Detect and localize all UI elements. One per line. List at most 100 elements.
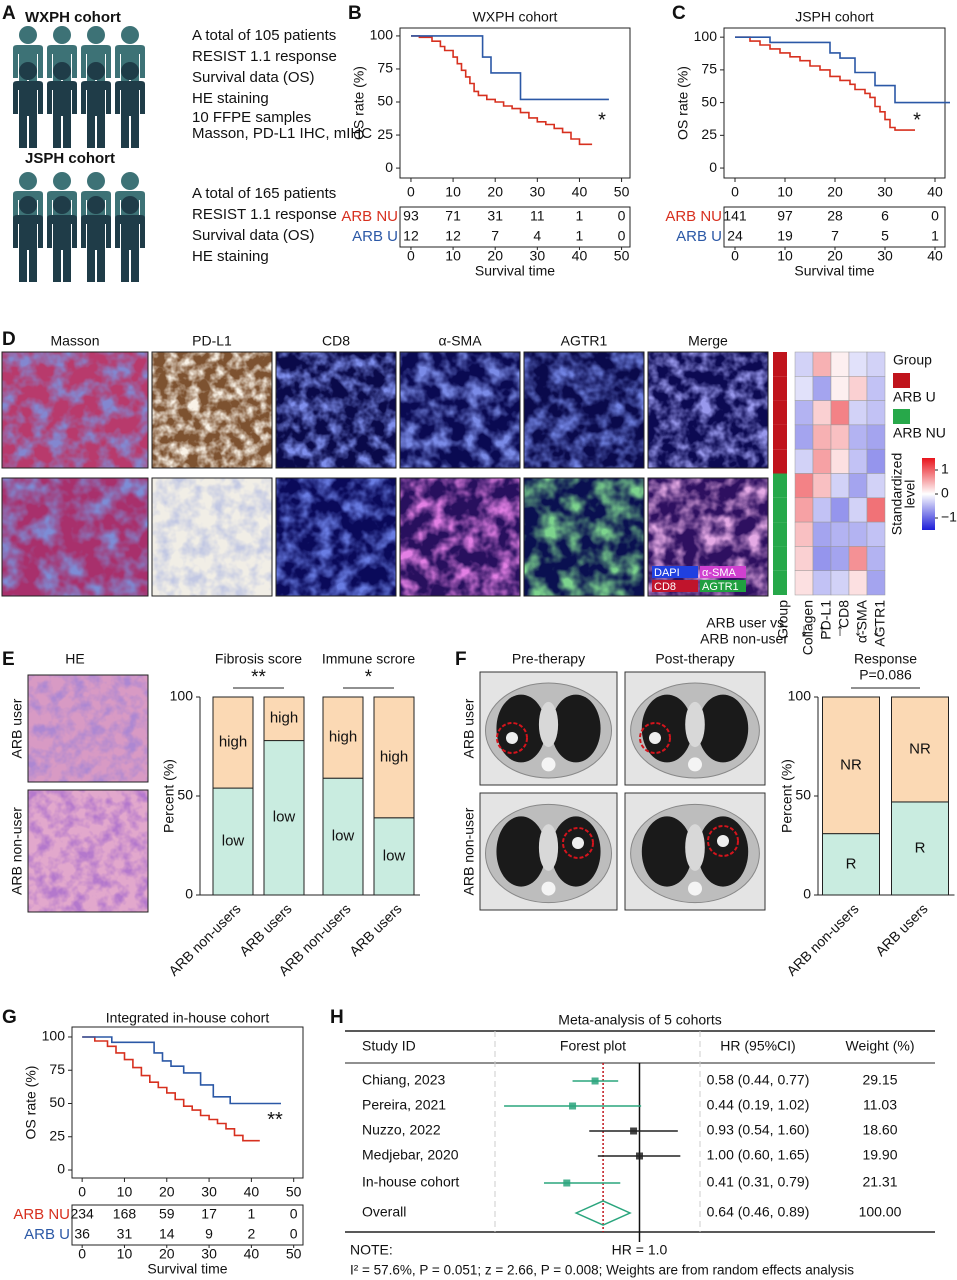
heat-cell (812, 400, 832, 426)
y-tick-label: 100 (788, 688, 812, 704)
image-frame (399, 351, 521, 469)
image-frame (523, 477, 645, 597)
ct-lung (697, 816, 749, 887)
heat-cell (866, 424, 886, 450)
change-arrow: ↓ (872, 620, 881, 639)
segment-label: high (380, 748, 408, 765)
segment-label: R (915, 839, 926, 856)
km-curve (735, 36, 950, 104)
risk-count: 0 (290, 1206, 298, 1222)
chart-title: JSPH cohort (795, 9, 874, 25)
merge-legend-label: AGTR1 (702, 581, 739, 593)
risk-row-label: ARB U (352, 228, 398, 245)
image-column-label: Post-therapy (655, 651, 734, 667)
bar-segment (373, 696, 415, 819)
panel-label: H (330, 1007, 344, 1028)
panel-label: B (348, 3, 362, 24)
weight-label: 19.90 (862, 1147, 897, 1163)
heat-cell (866, 448, 886, 474)
x-tick-label: 30 (201, 1184, 217, 1200)
heat-cell (830, 497, 850, 523)
lesion-marker (639, 722, 671, 754)
ct-lung (551, 816, 601, 887)
ct-lesion (649, 732, 661, 744)
y-axis-label: OS rate (%) (23, 1066, 39, 1140)
risk-row-label: ARB U (24, 1226, 70, 1243)
group-cell (773, 352, 787, 377)
study-label: Overall (362, 1204, 406, 1220)
person-head (53, 26, 71, 44)
x-tick-label: 0 (407, 184, 415, 200)
panel-label: A (2, 3, 16, 24)
x-tick-label: 20 (159, 1184, 175, 1200)
heat-cell (866, 473, 886, 499)
image-row-label: ARB non-user (9, 807, 25, 895)
y-tick-label: 50 (795, 787, 811, 803)
heatmap-column-label: AGTR1 (872, 600, 888, 647)
heat-cell (794, 473, 814, 499)
y-tick-label: 100 (170, 688, 194, 704)
km-curve (411, 35, 593, 146)
image-column-label: α-SMA (438, 333, 482, 349)
segment-label: low (273, 809, 296, 826)
heat-cell (830, 424, 850, 450)
y-tick-label: 100 (42, 1028, 66, 1044)
person-head (53, 196, 71, 214)
significance: * (365, 667, 373, 688)
y-tick-label: 0 (803, 886, 811, 902)
legend-title: Group (893, 352, 932, 368)
ct-mediastinum (538, 824, 559, 871)
bar-segment (212, 696, 254, 789)
person-head (121, 62, 139, 80)
note: NOTE: (350, 1242, 393, 1258)
risk-row-label: ARB NU (13, 1206, 70, 1223)
x-tick-label: 20 (487, 184, 503, 200)
x-tick-label: 40 (244, 1184, 260, 1200)
group-cell (773, 570, 787, 595)
heat-cell (866, 546, 886, 571)
risk-row-label: ARB U (676, 228, 722, 245)
weight-label: 18.60 (862, 1122, 897, 1138)
risk-count: 5 (881, 228, 889, 244)
colorbar-tick-label: 1 (941, 461, 949, 477)
heat-cell (830, 546, 850, 571)
legend-label: ARB U (893, 389, 936, 405)
image-frame (647, 351, 769, 469)
heat-cell (794, 546, 814, 571)
image-texture (400, 352, 520, 468)
merge-legend-swatch (700, 566, 746, 578)
group-cell (773, 400, 787, 425)
comparison-label: ARB non-user (700, 631, 788, 647)
ct-spine (688, 757, 702, 772)
bar-segment (212, 787, 254, 896)
x-axis-label: Survival time (147, 1261, 227, 1277)
hr-marker (635, 1152, 643, 1160)
x-axis-label: Survival time (794, 263, 874, 279)
x-tick-label: 50 (614, 184, 630, 200)
pooled-diamond (574, 1200, 632, 1226)
image-texture (276, 352, 396, 468)
image-frame (399, 477, 521, 597)
ct-spine (688, 881, 702, 896)
bar-segment (822, 833, 880, 896)
heat-cell (830, 376, 850, 401)
group-cell (773, 497, 787, 523)
image-frame (151, 477, 273, 597)
plot-frame (399, 27, 631, 179)
colorbar-tick-label: −1 (941, 509, 957, 525)
heat-cell (794, 570, 814, 596)
weight-label: 29.15 (862, 1072, 897, 1088)
person-head (87, 62, 105, 80)
hr-marker (563, 1179, 571, 1187)
risk-count: 2 (247, 1226, 255, 1242)
risk-count: 12 (445, 228, 461, 244)
x-tick-label: ARB users (346, 900, 405, 959)
x-tick-label: ARB non-users (165, 900, 243, 978)
group-title: Immune scrore (322, 651, 416, 667)
ct-lesion (717, 835, 729, 847)
heat-cell (830, 400, 850, 426)
person-head (19, 26, 37, 44)
risk-count: 7 (491, 228, 499, 244)
